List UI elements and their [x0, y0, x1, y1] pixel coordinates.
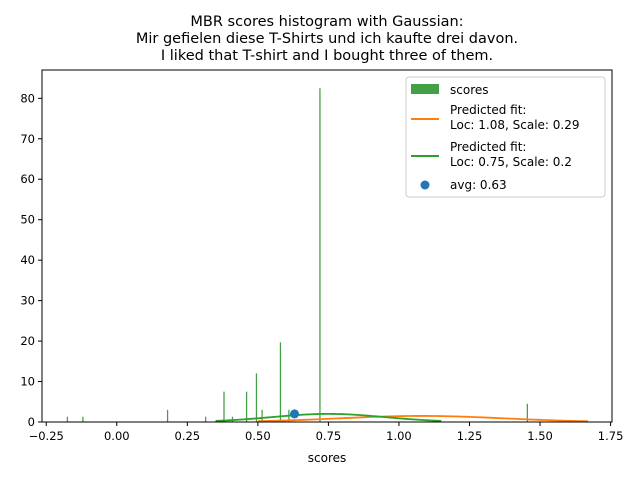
legend-label-fit: Predicted fit:	[450, 103, 526, 117]
x-axis-label: scores	[308, 451, 347, 465]
histogram-bar	[166, 409, 169, 422]
y-tick-label: 70	[20, 132, 35, 146]
legend-label-avg: avg: 0.63	[450, 178, 507, 192]
legend-box	[405, 76, 606, 198]
histogram-bar	[279, 342, 282, 422]
chart-title-line: I liked that T-shirt and I bought three …	[161, 48, 493, 64]
legend-swatch-avg	[420, 180, 430, 190]
y-tick-label: 10	[20, 375, 35, 389]
histogram-bar	[319, 88, 321, 422]
y-tick-label: 20	[20, 334, 35, 348]
y-tick-label: 30	[20, 294, 35, 308]
plot-area	[41, 69, 613, 423]
legend-label-fit: Loc: 0.75, Scale: 0.2	[450, 155, 572, 169]
chart-title-line: Mir gefielen diese T-Shirts und ich kauf…	[136, 31, 518, 47]
x-tick-label: 0.50	[245, 429, 271, 443]
chart-title: MBR scores histogram with Gaussian:Mir g…	[136, 14, 518, 64]
x-tick-label: −0.25	[29, 429, 64, 443]
legend-label-fit: Loc: 1.08, Scale: 0.29	[450, 118, 579, 132]
x-tick-label: 1.00	[386, 429, 412, 443]
avg-point	[290, 409, 300, 419]
x-tick-label: 0.25	[175, 429, 201, 443]
x-tick-label: 0.00	[104, 429, 130, 443]
gaussian-fit-line	[215, 413, 442, 422]
x-tick-label: 1.25	[457, 429, 483, 443]
x-tick-label: 1.75	[598, 429, 624, 443]
y-tick-label: 60	[20, 172, 35, 186]
chart-title-line: MBR scores histogram with Gaussian:	[190, 14, 463, 30]
legend-label-fit: Predicted fit:	[450, 140, 526, 154]
histogram-bar	[223, 391, 225, 422]
legend-swatch-scores	[411, 84, 439, 94]
histogram-bar	[255, 373, 258, 422]
histogram-bar	[82, 416, 84, 422]
histogram-bar	[526, 403, 528, 422]
histogram-bar	[245, 391, 248, 422]
y-tick-label: 50	[20, 213, 35, 227]
y-tick-label: 80	[20, 91, 35, 105]
gaussian-fit-line	[257, 415, 589, 423]
x-tick-label: 0.75	[316, 429, 342, 443]
y-tick-label: 0	[28, 415, 35, 429]
x-tick-label: 1.50	[527, 429, 553, 443]
legend-label-scores: scores	[450, 83, 489, 97]
y-axis: 0 10 20 30 40 50 60 70 80	[20, 91, 42, 429]
y-tick-label: 40	[20, 253, 35, 267]
histogram-bar	[66, 416, 69, 422]
axes-frame	[41, 69, 613, 423]
x-axis: −0.25 0.00 0.25 0.50 0.75 1.00 1.25 1.50 1.75	[29, 422, 624, 443]
histogram-bar	[261, 409, 263, 422]
histogram-bar	[205, 416, 207, 422]
